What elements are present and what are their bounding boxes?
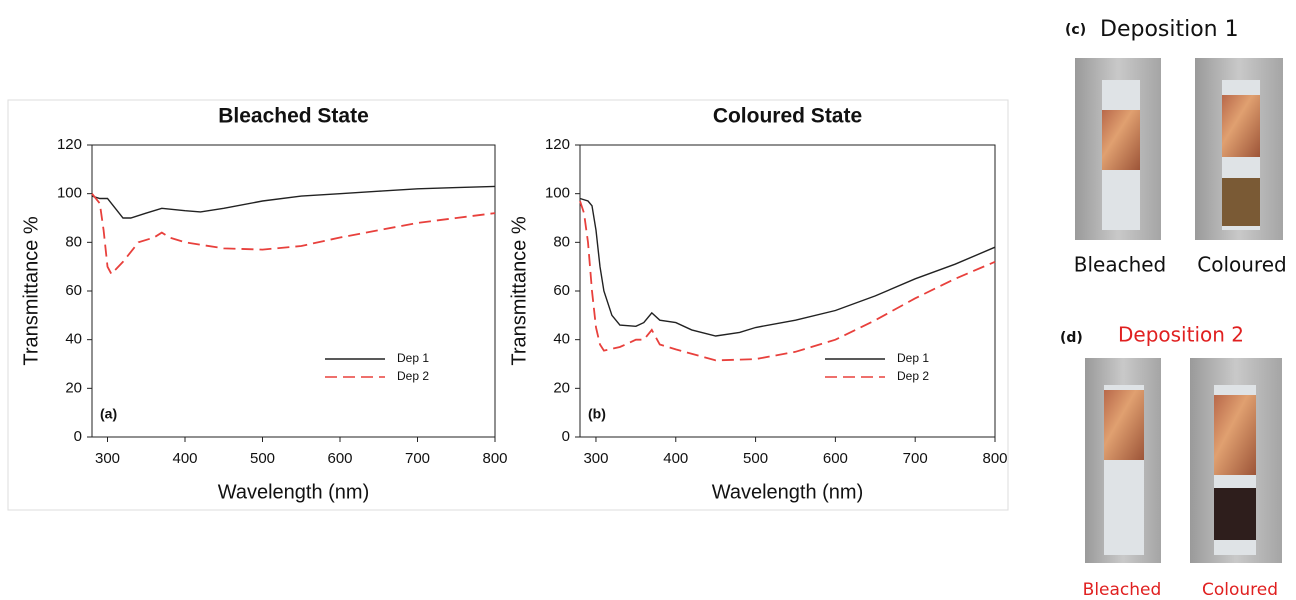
y-tick-label: 40 xyxy=(553,331,570,348)
caption: Bleached xyxy=(1074,253,1167,277)
legend-label: Dep 2 xyxy=(397,369,429,383)
copper-strip xyxy=(1104,390,1144,460)
y-tick-label: 40 xyxy=(65,331,82,348)
x-tick-label: 500 xyxy=(250,450,275,467)
panel-label: (b) xyxy=(588,406,606,422)
x-tick-label: 700 xyxy=(903,450,928,467)
x-tick-label: 500 xyxy=(743,450,768,467)
caption: Bleached xyxy=(1083,580,1162,600)
x-tick-label: 300 xyxy=(583,450,608,467)
copper-strip xyxy=(1102,110,1140,170)
x-tick-label: 600 xyxy=(327,450,352,467)
x-tick-label: 300 xyxy=(95,450,120,467)
y-tick-label: 0 xyxy=(562,428,570,445)
y-tick-label: 100 xyxy=(57,185,82,202)
x-tick-label: 600 xyxy=(823,450,848,467)
y-axis-label: Transmittance % xyxy=(20,216,42,366)
data-line xyxy=(579,200,996,362)
panel-label: (a) xyxy=(100,406,117,422)
copper-strip xyxy=(1222,95,1260,157)
plot-frame xyxy=(579,144,996,438)
x-axis-label: Wavelength (nm) xyxy=(218,481,370,503)
caption: Coloured xyxy=(1197,253,1286,277)
y-axis-label: Transmittance % xyxy=(508,216,530,366)
panel-title: Deposition 1 xyxy=(1100,17,1239,42)
chart-frame xyxy=(7,99,1009,511)
data-line xyxy=(91,193,496,276)
y-tick-label: 60 xyxy=(65,282,82,299)
y-tick-label: 80 xyxy=(553,233,570,250)
data-line xyxy=(91,185,496,219)
y-tick-label: 20 xyxy=(553,379,570,396)
coloured-film xyxy=(1222,178,1260,226)
y-tick-label: 80 xyxy=(65,233,82,250)
y-tick-label: 60 xyxy=(553,282,570,299)
panel-label: (d) xyxy=(1060,330,1083,346)
x-axis-label: Wavelength (nm) xyxy=(712,481,864,503)
copper-strip xyxy=(1214,395,1256,475)
data-line xyxy=(579,197,996,337)
chart-title: Coloured State xyxy=(713,105,862,128)
y-tick-label: 120 xyxy=(57,136,82,153)
legend-label: Dep 2 xyxy=(897,369,929,383)
x-tick-label: 800 xyxy=(482,450,507,467)
y-tick-label: 120 xyxy=(545,136,570,153)
y-tick-label: 100 xyxy=(545,185,570,202)
panel-title: Deposition 2 xyxy=(1118,323,1244,347)
x-tick-label: 800 xyxy=(982,450,1007,467)
legend-label: Dep 1 xyxy=(397,351,429,365)
legend-label: Dep 1 xyxy=(897,351,929,365)
coloured-film xyxy=(1214,488,1256,540)
y-tick-label: 20 xyxy=(65,379,82,396)
chart-title: Bleached State xyxy=(218,105,369,128)
photo-panel: (c) Deposition 1 Bleached Coloured xyxy=(1065,17,1287,277)
x-tick-label: 400 xyxy=(663,450,688,467)
photo-panel: (d) Deposition 2 Bleached Coloured xyxy=(1060,323,1282,600)
x-tick-label: 400 xyxy=(172,450,197,467)
panel-label: (c) xyxy=(1065,22,1086,38)
y-tick-label: 0 xyxy=(74,428,82,445)
caption: Coloured xyxy=(1202,580,1278,600)
x-tick-label: 700 xyxy=(405,450,430,467)
